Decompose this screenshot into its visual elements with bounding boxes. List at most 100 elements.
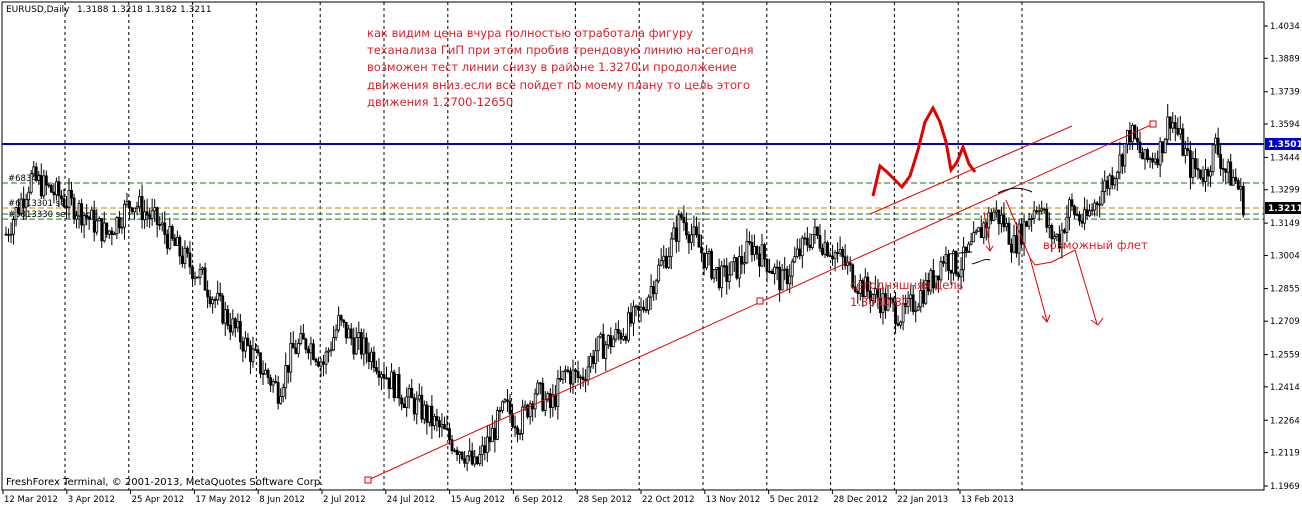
trendline-anchor-mid[interactable]	[756, 297, 764, 305]
candle-body	[211, 299, 215, 305]
note-line-4: движения вниз.если все пойдет по моему п…	[367, 78, 750, 92]
candle-body	[606, 335, 610, 346]
candle-body	[1236, 180, 1240, 190]
candle-body	[4, 233, 8, 236]
candle-body	[175, 236, 179, 246]
candle-body	[158, 224, 162, 226]
candle-body	[884, 293, 887, 311]
candle-body	[455, 449, 459, 455]
candle-body	[478, 454, 482, 464]
candle-body	[1068, 199, 1071, 218]
candle-body	[191, 266, 194, 279]
candle-body	[138, 196, 141, 208]
candle-body	[528, 403, 532, 418]
candle-body	[1080, 220, 1084, 224]
candle-body	[1143, 149, 1147, 160]
order-level-label: #6813330 sell stop	[8, 210, 91, 220]
candle-body	[281, 387, 285, 397]
candle-body	[216, 292, 220, 301]
candle-body	[470, 450, 474, 465]
candle-body	[1168, 116, 1172, 129]
candle-body	[312, 343, 315, 360]
candle-body	[1047, 225, 1051, 228]
candle-body	[574, 369, 577, 372]
candle-body	[727, 274, 731, 282]
y-tick-label: 1.1969	[1270, 482, 1300, 492]
candle-body	[1098, 203, 1102, 206]
candle-body	[1161, 141, 1165, 154]
candle-body	[1007, 222, 1011, 245]
candle-body	[748, 241, 751, 243]
candle-body	[798, 248, 802, 257]
candle-body	[453, 449, 456, 452]
candle-body	[989, 212, 993, 221]
candle-body	[601, 333, 605, 359]
candle-body	[979, 227, 983, 238]
candle-body	[354, 337, 358, 355]
candle-body	[861, 280, 865, 298]
candle-body	[548, 393, 552, 408]
candle-body	[100, 218, 104, 242]
candle-body	[964, 246, 968, 252]
candle-body	[992, 211, 996, 221]
candle-body	[526, 404, 530, 418]
candle-body	[1095, 202, 1099, 205]
candle-body	[1000, 214, 1003, 225]
candle-body	[962, 246, 965, 271]
candle-body	[874, 288, 877, 296]
target-label-2: 1.3050-80	[850, 295, 909, 309]
candle-body	[1105, 180, 1109, 189]
candle-body	[412, 397, 416, 415]
candle-body	[266, 369, 270, 379]
trendline-anchor-end[interactable]	[1149, 120, 1157, 128]
y-tick-label: 1.2414	[1270, 383, 1300, 393]
candle-body	[107, 230, 111, 235]
candle-body	[1042, 208, 1046, 211]
candle-body	[624, 335, 628, 341]
candle-body	[947, 254, 950, 271]
x-tick-label: 13 Nov 2012	[706, 495, 760, 505]
candle-body	[236, 321, 240, 329]
candle-body	[362, 337, 366, 355]
y-tick-label: 1.3299	[1270, 186, 1300, 196]
candle-body	[405, 396, 409, 408]
candle-body	[42, 175, 46, 197]
order-level-label: #6813301 sell	[8, 199, 70, 209]
candle-body	[213, 299, 217, 301]
x-tick-label: 12 Mar 2012	[4, 495, 58, 505]
candle-body	[790, 261, 794, 277]
candle-body	[662, 255, 666, 262]
ohlc-label: 1.3188 1.3218 1.3182 1.3211	[77, 5, 212, 15]
candle-body	[196, 276, 199, 279]
candle-body	[22, 198, 26, 208]
candle-body	[347, 328, 351, 339]
candle-body	[659, 260, 663, 266]
candle-body	[1085, 209, 1089, 217]
candle-body	[445, 428, 449, 431]
candle-body	[914, 309, 918, 312]
candle-body	[826, 242, 829, 257]
trendline-anchor-start[interactable]	[364, 476, 372, 484]
candle-body	[866, 276, 870, 292]
candle-body	[1090, 209, 1094, 212]
candle-body	[584, 379, 587, 381]
candle-body	[710, 250, 713, 279]
candle-body	[929, 270, 933, 292]
candle-body	[838, 248, 842, 254]
candle-body	[760, 244, 764, 267]
candle-body	[901, 303, 905, 323]
candle-body	[599, 333, 603, 338]
candle-body	[831, 255, 834, 260]
candle-body	[894, 302, 897, 325]
candle-body	[432, 416, 436, 427]
candle-body	[201, 267, 204, 270]
candle-body	[410, 387, 414, 399]
candle-body	[24, 199, 28, 208]
candle-body	[269, 377, 273, 386]
candle-body	[828, 255, 832, 258]
head-and-shoulders-drawing	[871, 104, 977, 197]
candle-body	[1022, 221, 1026, 245]
y-tick-label: 1.2855	[1270, 285, 1300, 295]
